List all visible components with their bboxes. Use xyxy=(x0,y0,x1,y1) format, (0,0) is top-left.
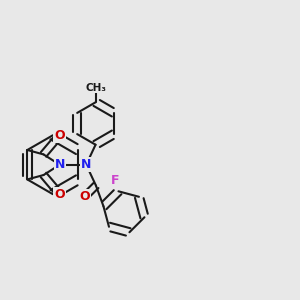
Text: N: N xyxy=(55,158,65,171)
Text: N: N xyxy=(81,158,92,171)
Text: O: O xyxy=(79,190,90,203)
Text: O: O xyxy=(54,129,65,142)
Text: F: F xyxy=(111,174,120,187)
Text: O: O xyxy=(54,188,65,201)
Text: CH₃: CH₃ xyxy=(85,82,106,93)
